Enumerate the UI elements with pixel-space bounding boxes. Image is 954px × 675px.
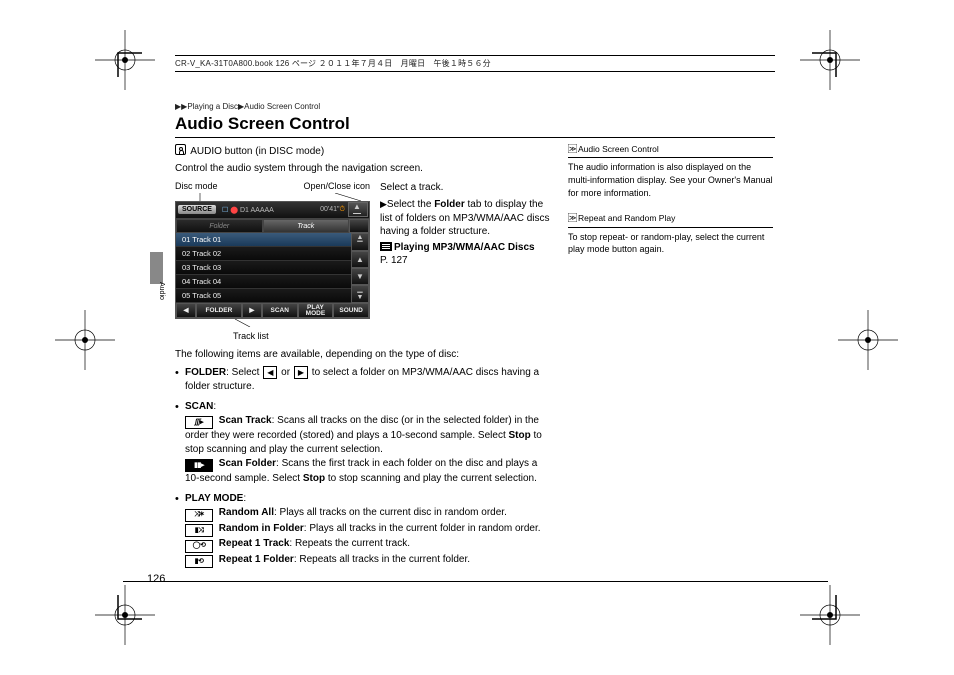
screenshot-labels: Disc mode Open/Close icon xyxy=(175,181,370,191)
triangle-right-icon: ▶ xyxy=(380,199,387,209)
crop-mark-mr xyxy=(838,310,898,370)
note-1-head: ≫Audio Screen Control xyxy=(568,144,773,158)
nav-screenshot: SOURCE ☐ ⬤ D1 AAAAA ⏱00'41" Folder Track xyxy=(175,201,370,319)
section-side-tab-text: Audio xyxy=(158,282,165,300)
page-title: Audio Screen Control xyxy=(175,114,775,138)
breadcrumb: ▶▶Playing a Disc▶Audio Screen Control xyxy=(175,102,785,111)
nav-row: 04 Track 04 xyxy=(176,275,351,289)
label-open-close: Open/Close icon xyxy=(303,181,370,191)
nav-row: 03 Track 03 xyxy=(176,261,351,275)
breadcrumb-tri-icon: ▶▶ xyxy=(175,102,187,111)
nav-eject-icon xyxy=(348,202,368,217)
nav-disc-info: ☐ ⬤ D1 AAAAA ⏱00'41" xyxy=(218,206,348,214)
nav-bottom-right: ▶ xyxy=(242,303,262,318)
person-icon xyxy=(175,144,186,155)
procedure-text: AUDIO button (in DISC mode) xyxy=(190,146,324,157)
nav-row: 02 Track 02 xyxy=(176,247,351,261)
scan-track-icon: ʃʃʃ▸ xyxy=(185,416,213,429)
nav-scroll-up: ▲ xyxy=(351,251,369,268)
scan-folder-icon: ▮▮▸ xyxy=(185,459,213,472)
nav-bottom-left: ◀ xyxy=(176,303,196,318)
note-icon: ≫ xyxy=(568,213,577,222)
nav-tab-folder: Folder xyxy=(176,219,263,233)
procedure-line: AUDIO button (in DISC mode) xyxy=(175,144,550,157)
note-1-body: The audio information is also displayed … xyxy=(568,161,773,199)
corner-br xyxy=(812,595,847,630)
label-pointer-lines-top xyxy=(175,193,370,201)
item-scan: SCAN: ʃʃʃ▸ Scan Track: Scans all tracks … xyxy=(175,400,550,487)
label-disc-mode: Disc mode xyxy=(175,181,218,191)
breadcrumb-2: Audio Screen Control xyxy=(244,102,320,111)
repeat-track-icon: ◯⟲ xyxy=(185,540,213,553)
corner-tr xyxy=(812,43,847,78)
note-icon: ≫ xyxy=(568,144,577,153)
nav-bottom-playmode: PLAY MODE xyxy=(298,303,334,318)
nav-row: 05 Track 05 xyxy=(176,289,351,303)
nav-scroll-top: ▲▔ xyxy=(351,233,369,251)
page-number: 126 xyxy=(147,573,165,585)
nav-bottom-sound: SOUND xyxy=(333,303,369,318)
note-2-head: ≫Repeat and Random Play xyxy=(568,213,773,227)
intro-text: Control the audio system through the nav… xyxy=(175,162,550,176)
svg-text:≫: ≫ xyxy=(569,215,576,222)
corner-bl xyxy=(108,595,143,630)
key-right-icon: ▶ xyxy=(294,366,308,379)
random-folder-icon: ▮⤨ xyxy=(185,524,213,537)
label-track-list: Track list xyxy=(233,331,269,341)
section-side-tab xyxy=(150,252,163,284)
repeat-folder-icon: ▮⟲ xyxy=(185,555,213,568)
folder-tab-tip: ▶Select the Folder tab to display the li… xyxy=(380,198,550,239)
following-text: The following items are available, depen… xyxy=(175,349,550,360)
label-pointer-lines-bottom xyxy=(175,319,370,327)
note-2-body: To stop repeat- or random-play, select t… xyxy=(568,231,773,256)
nav-scroll-bottom: ▁▼ xyxy=(351,285,369,303)
nav-bottom-scan: SCAN xyxy=(262,303,298,318)
crop-mark-ml xyxy=(55,310,115,370)
footer-rule xyxy=(123,581,828,582)
book-icon xyxy=(380,242,392,251)
item-folder: FOLDER: Select ◀ or ▶ to select a folder… xyxy=(175,366,550,394)
select-track-text: Select a track. xyxy=(380,181,550,195)
cross-ref: Playing MP3/WMA/AAC Discs P. 127 xyxy=(380,241,550,268)
corner-tl xyxy=(108,43,143,78)
item-playmode: PLAY MODE: ⤨✶ Random All: Plays all trac… xyxy=(175,492,550,568)
key-left-icon: ◀ xyxy=(263,366,277,379)
nav-row: 01 Track 01 xyxy=(176,233,351,247)
nav-bottom-folder: FOLDER xyxy=(196,303,242,318)
nav-track-list: 01 Track 01 02 Track 02 03 Track 03 04 T… xyxy=(176,233,351,303)
nav-source-button: SOURCE xyxy=(178,205,216,214)
random-all-icon: ⤨✶ xyxy=(185,509,213,522)
breadcrumb-1: Playing a Disc xyxy=(187,102,238,111)
running-header: CR-V_KA-31T0A800.book 126 ページ ２０１１年７月４日 … xyxy=(175,55,775,72)
svg-text:≫: ≫ xyxy=(569,146,576,153)
nav-scroll-down: ▼ xyxy=(351,268,369,285)
nav-tab-track: Track xyxy=(263,219,350,233)
